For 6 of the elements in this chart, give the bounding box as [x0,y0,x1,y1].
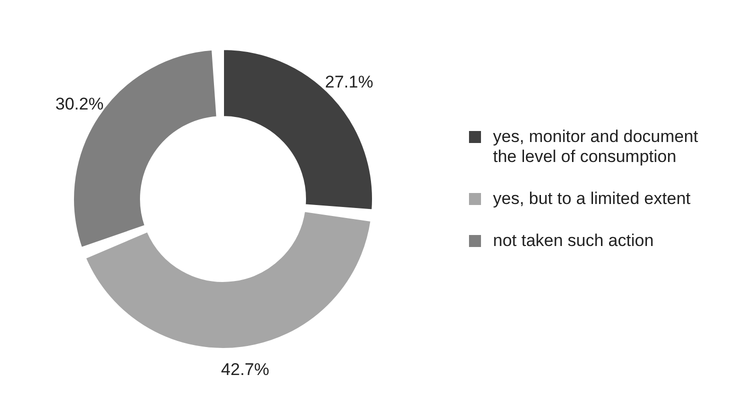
data-label: 42.7% [221,360,270,380]
legend-label: yes, monitor and document the level of consumption [493,127,700,167]
legend-label: yes, but to a limited extent [493,189,690,209]
data-label: 27.1% [325,72,374,92]
legend-label: not taken such action [493,231,654,251]
data-label: 30.2% [55,94,104,114]
